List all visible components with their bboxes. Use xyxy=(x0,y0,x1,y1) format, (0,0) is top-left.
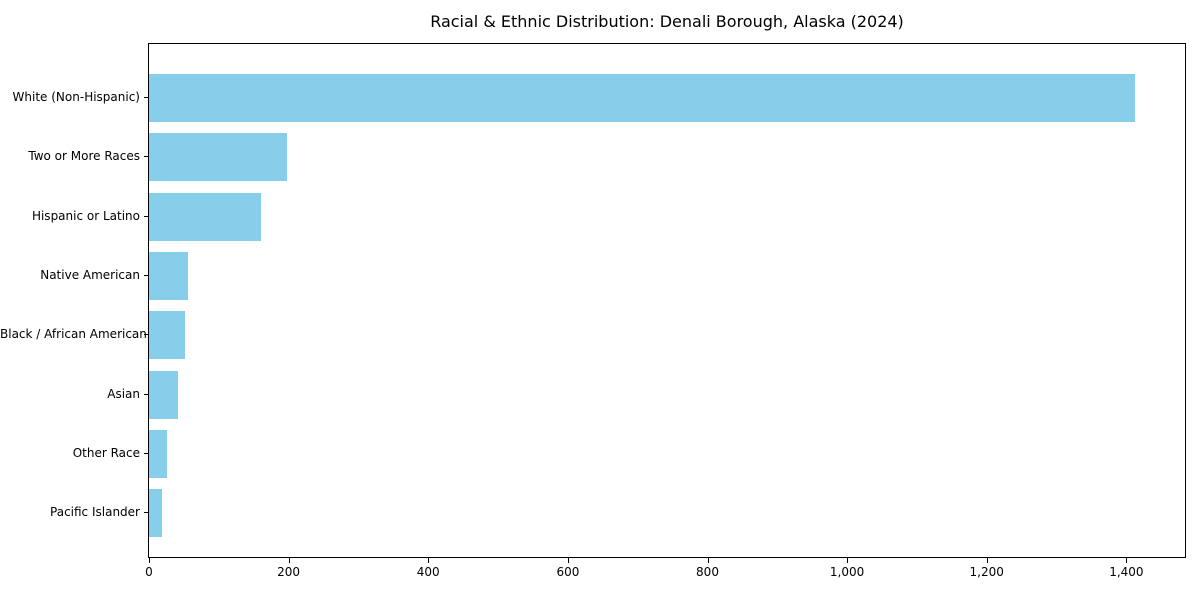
y-tick-label: Hispanic or Latino xyxy=(31,208,140,223)
plot-area xyxy=(148,43,1186,558)
x-tick-mark xyxy=(1126,558,1128,563)
bar-pacific-islander xyxy=(149,489,163,538)
y-tick-mark xyxy=(144,334,148,336)
bar-white-non-hispanic- xyxy=(149,74,1136,122)
y-tick-label: Pacific Islander xyxy=(50,505,140,520)
x-tick-mark xyxy=(847,558,849,563)
bar-two-or-more-races xyxy=(149,133,288,182)
y-tick-label: Asian xyxy=(107,386,140,401)
chart-title: Racial & Ethnic Distribution: Denali Bor… xyxy=(430,12,904,31)
x-tick-label: 0 xyxy=(145,565,153,579)
y-tick-label: Other Race xyxy=(72,445,140,460)
x-tick-label: 200 xyxy=(277,565,301,579)
y-tick-mark xyxy=(144,97,148,98)
y-tick-mark xyxy=(144,215,148,217)
y-tick-label: Black / African American xyxy=(0,327,147,342)
x-tick-mark xyxy=(149,558,150,563)
x-tick-mark xyxy=(428,558,430,563)
y-tick-mark xyxy=(144,512,148,514)
x-tick-label: 1,000 xyxy=(829,565,865,579)
x-tick-label: 1,400 xyxy=(1109,565,1144,579)
y-tick-mark xyxy=(144,393,148,395)
x-tick-mark xyxy=(567,558,569,563)
y-tick-mark xyxy=(144,274,148,276)
x-tick-label: 400 xyxy=(416,565,440,579)
bar-hispanic-or-latino xyxy=(149,192,261,241)
x-tick-label: 600 xyxy=(556,565,580,579)
x-tick-mark xyxy=(707,558,709,563)
bar-asian xyxy=(149,370,179,419)
y-tick-mark xyxy=(144,156,148,158)
x-tick-mark xyxy=(288,558,290,563)
x-tick-mark xyxy=(986,558,988,563)
y-tick-label: Native American xyxy=(40,267,140,282)
bar-native-american xyxy=(149,251,189,300)
y-tick-label: White (Non-Hispanic) xyxy=(12,90,140,104)
y-tick-label: Two or More Races xyxy=(28,149,140,164)
bar-other-race xyxy=(149,429,168,478)
x-tick-label: 1,200 xyxy=(969,565,1004,579)
bar-black-african-american xyxy=(149,311,186,360)
x-tick-label: 800 xyxy=(696,565,719,579)
y-tick-mark xyxy=(144,452,148,454)
